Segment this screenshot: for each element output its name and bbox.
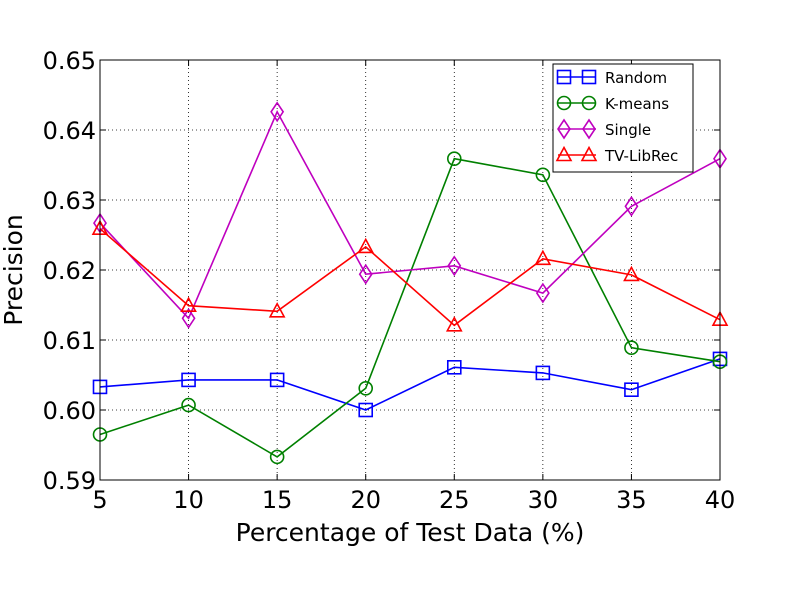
x-tick-label: 25 [439, 486, 470, 514]
y-tick-label: 0.64 [43, 117, 96, 145]
legend-marker [581, 69, 597, 85]
data-point [358, 402, 374, 418]
legend-marker [580, 145, 598, 162]
y-tick-label: 0.63 [43, 187, 96, 215]
legend-item: Single [557, 118, 651, 140]
data-point [181, 397, 196, 413]
series-single [93, 101, 727, 329]
legend-marker [555, 145, 573, 162]
legend-marker [582, 118, 596, 140]
legend-label: TV-LibRec [604, 147, 678, 165]
y-tick-label: 0.59 [43, 467, 96, 495]
legend-box [552, 63, 694, 173]
data-point [535, 365, 551, 381]
data-point [535, 282, 550, 304]
x-axis-label: Percentage of Test Data (%) [236, 518, 585, 547]
series-line [99, 109, 721, 320]
x-tick-label: 20 [350, 486, 381, 514]
x-tick-label: 35 [616, 486, 647, 514]
legend-label: K-means [605, 95, 669, 113]
data-point [181, 307, 196, 329]
y-tick-label: 0.62 [43, 257, 96, 285]
legend-marker [557, 118, 571, 140]
y-tick-label: 0.60 [43, 397, 96, 425]
data-point [447, 255, 462, 277]
data-point [446, 151, 462, 166]
legend-marker [556, 69, 572, 85]
data-point [180, 296, 197, 313]
ticks: 5 10 15 20 25 30 35 40 0.59 0.60 0.61 0.62 0.63 0.64 0… [43, 47, 736, 514]
legend-marker [581, 95, 597, 111]
legend: Random K-means Single TV-LibRec [552, 63, 694, 173]
legend-marker [556, 95, 572, 111]
data-point [624, 195, 639, 217]
data-point [445, 316, 463, 332]
x-tick-label: 40 [705, 486, 736, 514]
series-line [99, 358, 721, 411]
data-point [623, 265, 640, 282]
data-point [357, 237, 375, 254]
x-tick-label: 5 [92, 486, 107, 514]
legend-item: K-means [556, 95, 669, 113]
x-tick-label: 15 [262, 486, 293, 514]
data-point [269, 372, 285, 388]
x-tick-label: 10 [173, 486, 204, 514]
data-point [358, 263, 373, 285]
data-point [269, 449, 285, 465]
series-line [99, 228, 721, 327]
legend-label: Single [605, 121, 651, 139]
legend-label: Random [605, 69, 667, 87]
data-point [624, 382, 639, 398]
data-point [268, 302, 286, 318]
data-point [270, 101, 285, 123]
data-point [358, 380, 374, 396]
series-tv-librec [91, 219, 729, 332]
data-point [181, 372, 196, 388]
legend-item: Random [556, 69, 667, 87]
data-point [535, 167, 551, 183]
data-point [534, 249, 552, 266]
series-k-means [92, 151, 728, 465]
series-layer [91, 101, 729, 465]
y-tick-label: 0.65 [43, 47, 96, 75]
y-tick-label: 0.61 [43, 327, 96, 355]
y-axis-label: Precision [0, 214, 28, 326]
legend-item: TV-LibRec [555, 145, 678, 165]
series-line [99, 157, 721, 458]
data-point [624, 340, 639, 356]
data-point [446, 359, 462, 375]
x-tick-label: 30 [528, 486, 559, 514]
